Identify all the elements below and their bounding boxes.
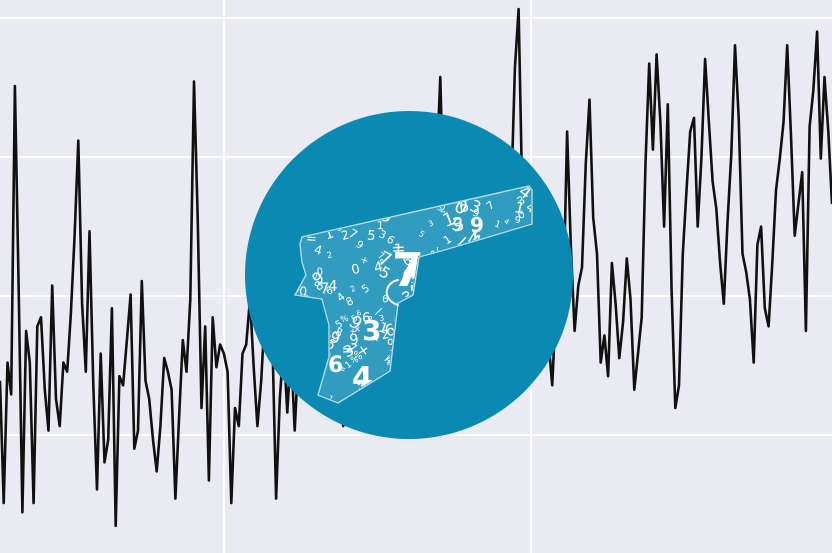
pistol-number-glyph: % [352,350,364,362]
pistol-number-glyph: / [384,354,392,365]
pistol-number-glyph: 3 [427,218,435,228]
pistol-number-glyph: 5 [350,313,361,324]
pistol-number-glyph: / [475,222,482,236]
pistol-number-glyph: 7 [320,280,330,298]
pistol-number-glyph: + [349,327,357,338]
pistol-number-glyph: 2 [410,281,416,290]
pistol-number-glyph: 7 [376,251,386,262]
pistol-number-glyph: 6 [325,285,336,298]
pistol-number-glyph: + [359,254,370,267]
pistol-number-glyph: 6 [328,353,343,378]
pistol-number-glyph: 5 [526,177,534,191]
logo-circle [245,111,573,439]
pistol-number-glyph: 0 [299,284,308,299]
pistol-number-glyph: 5 [334,319,345,332]
pistol-number-glyph: 3 [378,313,385,323]
pistol-number-glyph: 2 [380,327,390,342]
pistol-number-glyph: 5 [376,257,385,267]
pistol-number-glyph: 4 [503,217,511,226]
pistol-silhouette [296,187,531,402]
pistol-number-glyph: 3 [377,228,388,242]
pistol-number-glyph: 6 [382,294,389,305]
pistol-number-glyph: 9 [471,208,481,221]
pistol-number-glyph: 6 [362,310,371,326]
pistol-trigger-guard [385,279,399,306]
pistol-number-glyph: 0 [312,271,318,281]
pistol-number-glyph: 9 [348,331,360,349]
pistol-number-glyph: 0 [516,208,527,222]
pistol-number-glyph: 4 [523,200,538,217]
pistol-number-glyph: 3 [451,214,467,237]
pistol-number-glyph: 6 [459,196,469,215]
pistol-number-glyph: 1 [326,394,335,404]
pistol-number-glyph: 5 [366,228,376,244]
pistol-number-glyph: 0 [350,262,362,279]
pistol-number-glyph: % [350,355,360,366]
pistol-number-glyph: 4 [373,259,385,277]
pistol-number-glyph: = [305,232,317,248]
pistol-number-glyph: 3 [362,314,381,347]
pistol-number-glyph: / [374,305,384,318]
pistol-number-glyph: 9 [515,215,521,226]
pistol-number-glyph: 9 [470,213,484,237]
pistol-number-glyph: 1 [493,219,502,230]
pistol-number-glyph: 5 [436,203,444,213]
pistol-number-glyph: % [339,313,349,325]
pistol-number-glyph: 8 [367,315,373,325]
pistol-number-glyph: 9 [354,239,365,252]
pistol-number-glyph: = [391,238,406,259]
pistol-number-glyph: 0 [316,266,324,278]
pistol-number-glyph: 1 [393,240,403,258]
pistol-number-glyph: 2 [349,284,358,294]
pistol-number-glyph: 2 [440,204,447,215]
pistol-number-glyph: 2 [340,227,351,243]
pistol-number-glyph: 9 [329,328,343,348]
pistol-number-glyph: 1 [513,198,527,218]
pistol-number-glyph: 6 [355,309,363,318]
pistol-number-glyph: 1 [373,333,382,343]
pistol-number-glyph: = [342,341,355,359]
pistol-outline [293,185,533,404]
pistol-number-glyph: 8 [333,326,344,340]
pistol-number-glyph: 5 [417,228,427,239]
pistol-number-glyph: 4 [313,243,324,259]
pistol-number-glyph: 2 [326,249,334,260]
pistol-number-glyph: 4 [328,277,338,295]
pistol-number-glyph: 1 [343,360,354,371]
pistol-number-glyph: = [335,362,347,376]
logo-badge: %9++2/%859%2%592562+09131398310124802%+4… [245,111,573,439]
pistol-number-glyph: 1 [377,219,384,232]
